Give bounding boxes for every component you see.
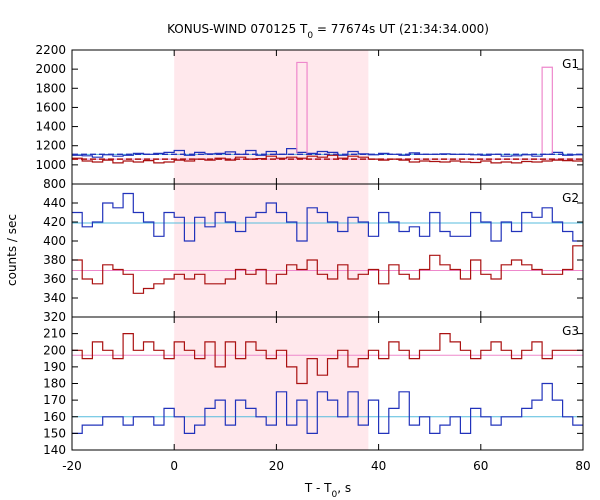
x-tick-label: 40 [371, 459, 386, 473]
y-tick-label: 190 [43, 360, 66, 374]
y-tick-label: 400 [43, 234, 66, 248]
x-tick-label: 0 [170, 459, 178, 473]
series-line-g3-0 [72, 382, 583, 434]
panel-g1: 800 1000 1200 1400 1600 1800 2000 2200 G1 [35, 43, 584, 191]
panel-label-g1: G1 [562, 57, 579, 71]
y-tick-label: 420 [43, 215, 66, 229]
chart-title: KONUS-WIND 070125 T0 = 77674s UT (21:34:… [167, 22, 489, 41]
y-tick-label: 1200 [35, 139, 66, 153]
series-line-g2-0 [72, 192, 583, 242]
y-tick-label: 1000 [35, 158, 66, 172]
chart-title-subscript: 0 [307, 31, 313, 41]
y-tick-label: 1600 [35, 100, 66, 114]
y-axis-title: counts / sec [5, 214, 19, 286]
x-tick-label: 80 [575, 459, 590, 473]
panel-g2: 320 340 360 380 400 420 440 G2 [43, 183, 584, 324]
series-line-g1-0 [72, 148, 583, 158]
y-tick-label: 150 [43, 426, 66, 440]
x-axis-title-subscript: 0 [332, 490, 338, 500]
x-axis-title-main: T - T [304, 481, 332, 495]
burst-interval-highlight [174, 50, 369, 450]
y-tick-label: 340 [43, 291, 66, 305]
y-tick-label: 2200 [35, 43, 66, 57]
panels-layer: 8001000120014001600180020002200G13203403… [35, 43, 590, 473]
y-tick-label: 180 [43, 377, 66, 391]
y-tick-label: 2000 [35, 62, 66, 76]
series-line-g2-1 [72, 245, 583, 294]
panel-label-g2: G2 [562, 191, 579, 205]
y-tick-label: 210 [43, 327, 66, 341]
panel-label-g3: G3 [562, 324, 579, 338]
x-tick-label: 60 [473, 459, 488, 473]
y-tick-label: 800 [43, 177, 66, 191]
y-tick-label: 380 [43, 253, 66, 267]
spike-bar-g1-46 [541, 66, 553, 154]
chart-title-main: KONUS-WIND 070125 T [167, 22, 308, 36]
series-line-g1-1 [72, 154, 583, 164]
y-tick-label: 360 [43, 272, 66, 286]
y-tick-label: 320 [43, 310, 66, 324]
y-tick-label: 160 [43, 410, 66, 424]
x-tick-label: 20 [269, 459, 284, 473]
y-tick-label: 440 [43, 196, 66, 210]
panel-g3: 140 150 160 170 180 190 200 210 G3 [43, 316, 584, 457]
y-tick-label: 170 [43, 393, 66, 407]
x-axis-title: T - T0, s [304, 481, 351, 500]
x-tick-label: -20 [62, 459, 82, 473]
y-tick-label: 1800 [35, 81, 66, 95]
x-axis-title-rest: , s [337, 481, 351, 495]
y-tick-label: 1400 [35, 120, 66, 134]
series-line-g3-1 [72, 333, 583, 385]
spike-bar-g1-22 [296, 61, 308, 154]
chart-title-rest: = 77674s UT (21:34:34.000) [313, 22, 489, 36]
y-tick-label: 140 [43, 443, 66, 457]
y-tick-label: 200 [43, 343, 66, 357]
